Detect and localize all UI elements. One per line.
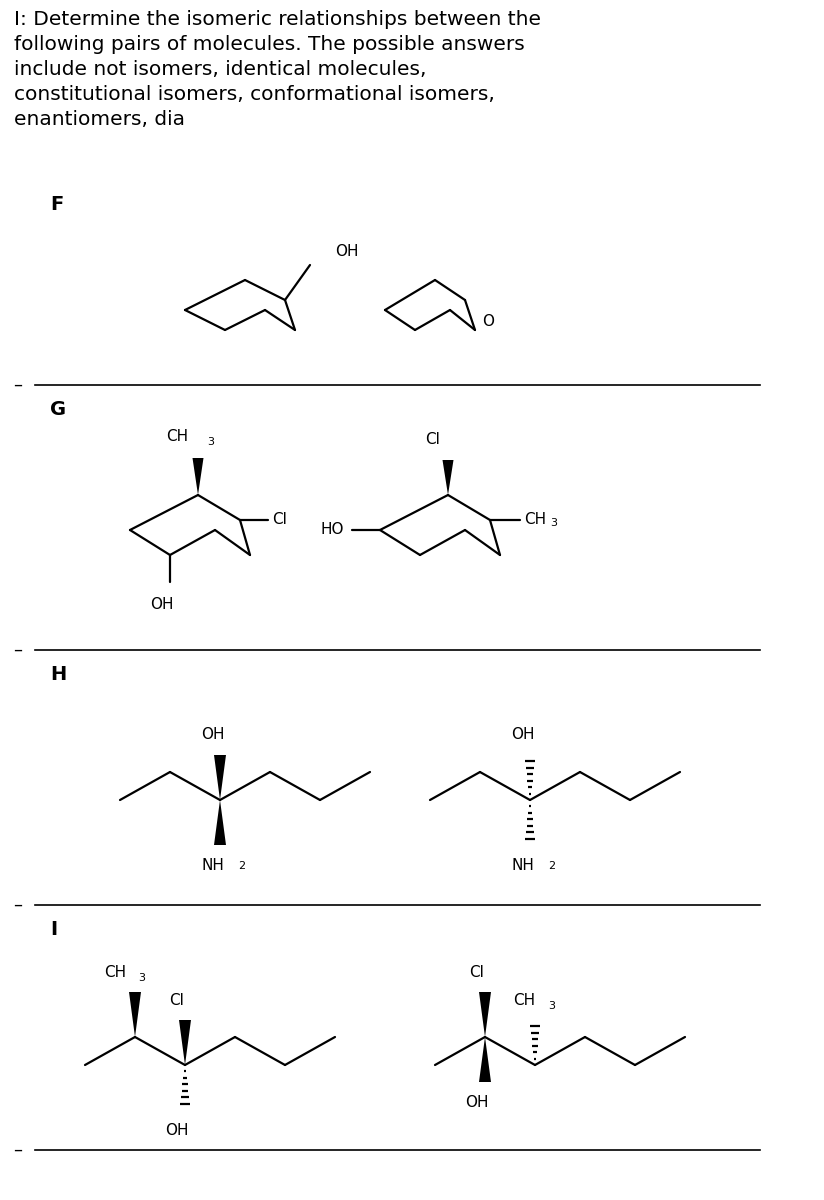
Text: 3: 3 [138, 973, 145, 983]
Text: H: H [50, 665, 66, 684]
Text: CH: CH [166, 428, 188, 444]
Text: 2: 2 [238, 862, 245, 871]
Text: OH: OH [150, 596, 174, 612]
Text: 3: 3 [550, 518, 557, 528]
Text: NH: NH [202, 858, 224, 874]
Text: OH: OH [166, 1123, 189, 1138]
Text: –: – [13, 376, 22, 394]
Text: HO: HO [321, 522, 344, 538]
Polygon shape [179, 1020, 191, 1066]
Polygon shape [214, 800, 226, 845]
Text: 2: 2 [548, 862, 555, 871]
Text: OH: OH [335, 245, 358, 259]
Text: 3: 3 [548, 1001, 555, 1010]
Polygon shape [479, 992, 491, 1037]
Text: Cl: Cl [470, 965, 485, 980]
Text: G: G [50, 400, 66, 419]
Text: –: – [13, 1141, 22, 1159]
Text: Cl: Cl [170, 994, 185, 1008]
Text: CH: CH [513, 994, 535, 1008]
Text: O: O [482, 314, 494, 330]
Text: –: – [13, 641, 22, 659]
Polygon shape [129, 992, 141, 1037]
Polygon shape [214, 755, 226, 800]
Text: NH: NH [512, 858, 535, 874]
Polygon shape [442, 460, 453, 494]
Text: 3: 3 [207, 437, 214, 446]
Text: I: Determine the isomeric relationships between the
following pairs of molecules: I: Determine the isomeric relationships … [14, 10, 541, 128]
Text: CH: CH [524, 512, 546, 528]
Text: CH: CH [104, 965, 126, 980]
Text: I: I [50, 920, 57, 938]
Text: Cl: Cl [272, 512, 287, 528]
Text: OH: OH [201, 727, 225, 742]
Text: Cl: Cl [425, 432, 440, 446]
Text: OH: OH [466, 1094, 489, 1110]
Text: OH: OH [511, 727, 535, 742]
Text: –: – [13, 896, 22, 914]
Polygon shape [193, 458, 204, 494]
Polygon shape [479, 1037, 491, 1082]
Text: F: F [50, 194, 63, 214]
